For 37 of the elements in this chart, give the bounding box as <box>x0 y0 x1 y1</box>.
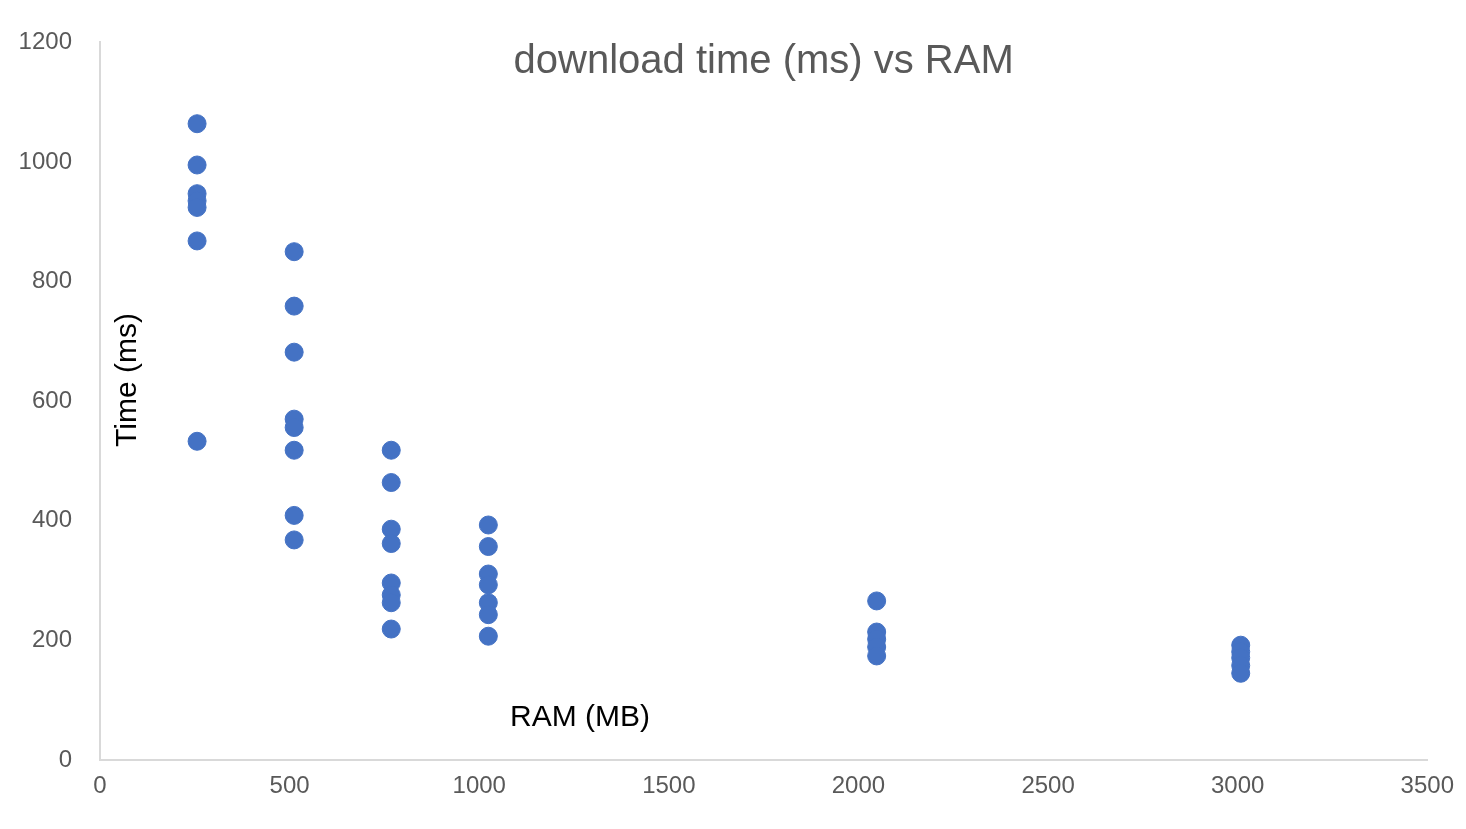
point <box>284 342 304 362</box>
point <box>381 473 401 493</box>
point <box>381 619 401 639</box>
point <box>478 605 498 625</box>
y-tick-label: 1200 <box>18 27 72 55</box>
point <box>478 515 498 535</box>
x-tick-label: 0 <box>93 771 107 799</box>
point <box>187 231 207 251</box>
x-tick-label: 1500 <box>642 771 696 799</box>
point <box>381 534 401 554</box>
point <box>478 537 498 557</box>
point <box>381 440 401 460</box>
y-tick-label: 200 <box>31 625 72 653</box>
point <box>478 626 498 646</box>
point <box>284 505 304 525</box>
point <box>867 591 887 611</box>
y-tick-label: 1000 <box>18 146 72 174</box>
x-axis-title: RAM (MB) <box>510 699 650 733</box>
point <box>187 155 207 175</box>
y-tick-label: 600 <box>31 385 72 413</box>
point <box>284 530 304 550</box>
y-axis-title: Time (ms) <box>109 313 143 447</box>
x-tick-label: 3000 <box>1210 771 1265 799</box>
y-tick-label: 800 <box>31 266 72 294</box>
y-tick-label: 0 <box>58 744 72 772</box>
point <box>284 242 304 262</box>
point <box>187 114 207 134</box>
chart-title: download time (ms) vs RAM <box>513 37 1014 82</box>
y-tick-label: 400 <box>31 505 72 533</box>
point <box>284 296 304 316</box>
x-tick-label: 1000 <box>452 771 506 799</box>
x-tick-label: 2000 <box>831 771 886 799</box>
x-tick-label: 500 <box>269 771 310 799</box>
point <box>284 440 304 460</box>
x-tick-label: 2500 <box>1021 771 1075 799</box>
x-tick-label: 3500 <box>1400 771 1454 799</box>
point <box>187 431 207 451</box>
